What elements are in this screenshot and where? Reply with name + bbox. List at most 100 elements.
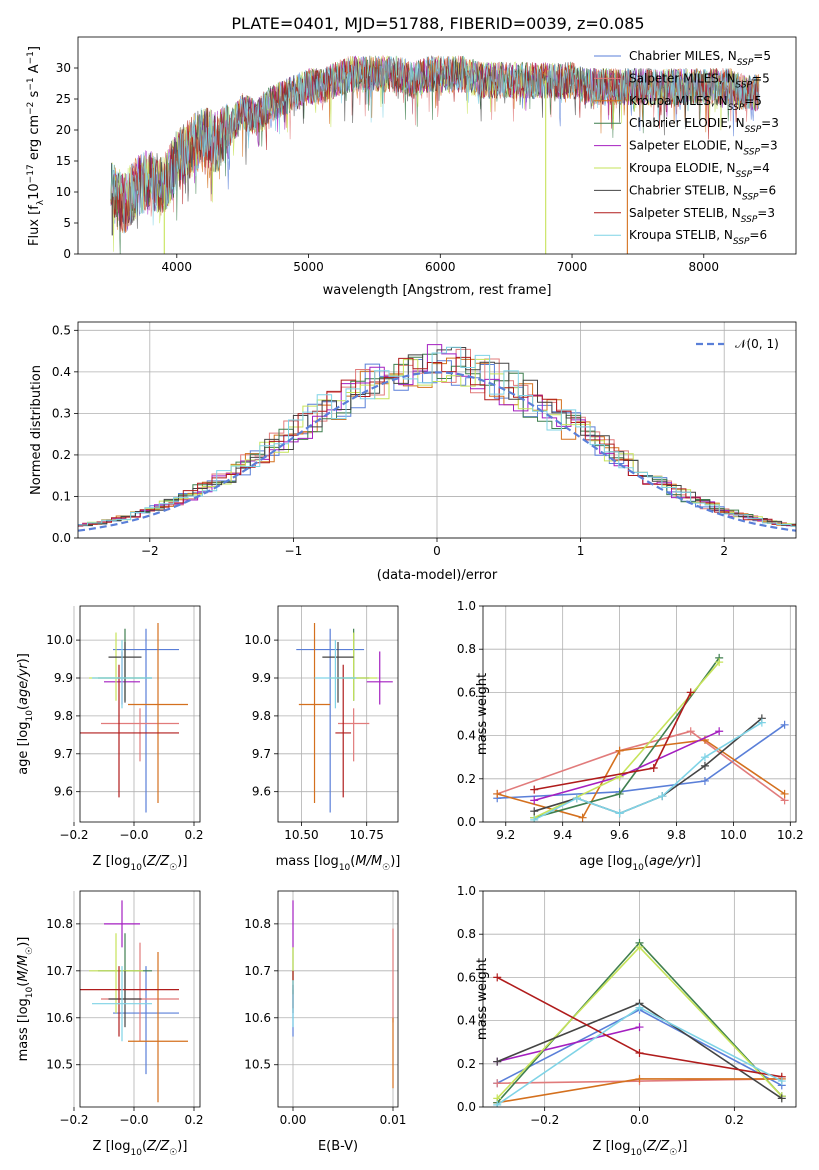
series-marker-kroupa_miles (780, 789, 789, 798)
y-tick-label: 0.2 (457, 1057, 476, 1071)
axes-mass_weight_vs_age: 9.2 9.4 9.6 9.8 10.0 10.2 0.0 0.2 0.4 0.6 0.8 1.0 ag… (457, 599, 804, 873)
y-axis-label: mass weight (475, 673, 490, 755)
y-tick-label: 9.6 (252, 785, 271, 799)
y-tick-label: 15 (56, 154, 71, 168)
x-axis-label: Z [log10(Z/Z☉)] (593, 1139, 688, 1158)
x-axis-label: E(B-V) (318, 1139, 358, 1154)
x-tick-label: 2 (720, 544, 728, 558)
y-tick-label: 5 (63, 216, 71, 230)
y-tick-label: 9.9 (54, 671, 73, 685)
axes-frame (277, 605, 399, 823)
plot-area (80, 623, 188, 813)
series-marker-chabrier_miles (780, 720, 789, 729)
x-tick-label: 10.0 (720, 828, 747, 842)
y-tick-label: 0.6 (457, 970, 476, 984)
y-tick-label: 20 (56, 123, 71, 137)
x-tick-label: 8000 (689, 260, 720, 274)
y-tick-label: 10.5 (46, 1058, 73, 1072)
series-marker-salpeter_elodie (635, 1023, 644, 1032)
series-marker-kroupa_miles (578, 813, 587, 822)
plots-group: 4000 5000 6000 7000 8000051015202530waveleng… (16, 36, 804, 1158)
series-marker-kroupa_stelib (572, 794, 581, 803)
series-line-kroupa_stelib (533, 721, 763, 821)
series-marker-kroupa_miles (635, 1074, 644, 1083)
series-line-salpeter_miles (496, 730, 786, 802)
y-tick-label: 10.5 (244, 1058, 271, 1072)
series-marker-kroupa_stelib (635, 1003, 644, 1012)
x-axis-label: Z [log10(Z/Z☉)] (93, 854, 188, 873)
series-marker-chabrier_stelib (700, 761, 709, 770)
y-axis-label: age [log10(age/yr)] (16, 653, 35, 775)
plot-area (493, 653, 789, 822)
axes-mass_vs_ebv: 0.00 0.01 10.5 10.6 10.7 10.8 E(B-V) (244, 890, 406, 1154)
x-tick-label: 9.2 (496, 828, 515, 842)
x-tick-label: 9.6 (610, 828, 629, 842)
series-line-chabrier_miles (497, 724, 786, 799)
series-marker-salpeter_stelib (649, 764, 658, 772)
x-tick-label: 0.00 (280, 1113, 307, 1127)
y-tick-label: 0.0 (457, 1100, 476, 1114)
y-tick-label: 9.8 (252, 709, 271, 723)
figure-title: PLATE=0401, MJD=51788, FIBERID=0039, z=0… (231, 14, 644, 33)
y-tick-label: 0.8 (457, 927, 476, 941)
x-tick-label: 10.50 (284, 828, 318, 842)
legend-label: Salpeter STELIB, NSSP=3 (629, 206, 775, 225)
x-tick-label: −2 (141, 544, 159, 558)
x-tick-label: 5000 (293, 260, 324, 274)
x-axis-label: wavelength [Angstrom, rest frame] (323, 283, 552, 298)
x-tick-label: −0.2 (530, 1113, 559, 1127)
x-tick-label: 0.2 (184, 1113, 203, 1127)
series-marker-kroupa_elodie (715, 658, 724, 667)
legend: Chabrier MILES, NSSP=5 Salpeter MILES, NS… (594, 49, 779, 247)
histogram-salpeter_stelib (78, 356, 796, 527)
legend-label: Salpeter ELODIE, NSSP=3 (629, 139, 778, 158)
x-tick-label: −0.2 (59, 828, 88, 842)
y-tick-label: 0.0 (52, 531, 71, 545)
axes-age_vs_mass: 10.50 10.75 9.6 9.7 9.8 9.9 10.0 mass [log10(M/… (244, 605, 401, 873)
legend-label: Chabrier ELODIE, NSSP=3 (629, 116, 779, 135)
series-marker-salpeter_miles (686, 727, 695, 736)
x-axis-label: age [log10(age/yr)] (579, 854, 701, 873)
series-marker-salpeter_stelib (635, 1049, 644, 1057)
series-marker-chabrier_stelib (777, 1094, 786, 1103)
series-line-salpeter_elodie (497, 1026, 640, 1063)
y-tick-label: 10.0 (46, 633, 73, 647)
x-tick-label: 7000 (557, 260, 588, 274)
y-tick-label: 10 (56, 185, 71, 199)
series-marker-salpeter_miles (493, 1079, 502, 1088)
legend-label: Kroupa MILES, NSSP=5 (629, 94, 762, 113)
axes-frame (482, 890, 797, 1108)
x-tick-label: −0.0 (119, 828, 148, 842)
y-tick-label: 0.1 (52, 489, 71, 503)
x-tick-label: 9.4 (553, 828, 572, 842)
series-marker-salpeter_stelib (686, 688, 695, 697)
grid (278, 606, 398, 822)
y-axis-label: mass [log10(M/M☉)] (16, 937, 35, 1062)
series-marker-chabrier_elodie (615, 789, 624, 798)
legend-label: Chabrier STELIB, NSSP=6 (629, 183, 776, 202)
x-tick-label: 0.2 (184, 828, 203, 842)
y-tick-label: 0.6 (457, 685, 476, 699)
histogram-kroupa_stelib (78, 346, 796, 527)
y-tick-label: 0.4 (457, 729, 476, 743)
plot-area (110, 54, 760, 254)
series-marker-kroupa_miles (493, 789, 502, 798)
x-tick-label: 1 (577, 544, 585, 558)
y-tick-label: 1.0 (457, 884, 476, 898)
axes-frame (77, 321, 797, 539)
y-tick-label: 10.8 (46, 917, 73, 931)
plot-area (493, 938, 786, 1107)
axes-mass_weight_vs_Z: −0.2 0.0 0.2 0.0 0.2 0.4 0.6 0.8 1.0 Z [log10(Z/Z… (457, 884, 797, 1158)
spectrum-line-chabrier_stelib (110, 55, 760, 230)
y-tick-label: 9.7 (252, 747, 271, 761)
y-tick-label: 1.0 (457, 599, 476, 613)
x-tick-label: −0.0 (119, 1113, 148, 1127)
legend-label: Kroupa STELIB, NSSP=6 (629, 228, 767, 247)
x-tick-label: 10.75 (350, 828, 384, 842)
series-marker-kroupa_stelib (530, 815, 539, 822)
x-axis-label: mass [log10(M/M☉)] (276, 854, 401, 873)
x-axis-label: (data-model)/error (377, 568, 498, 583)
y-axis-label: mass weight (475, 958, 490, 1040)
plot-area (78, 344, 796, 532)
